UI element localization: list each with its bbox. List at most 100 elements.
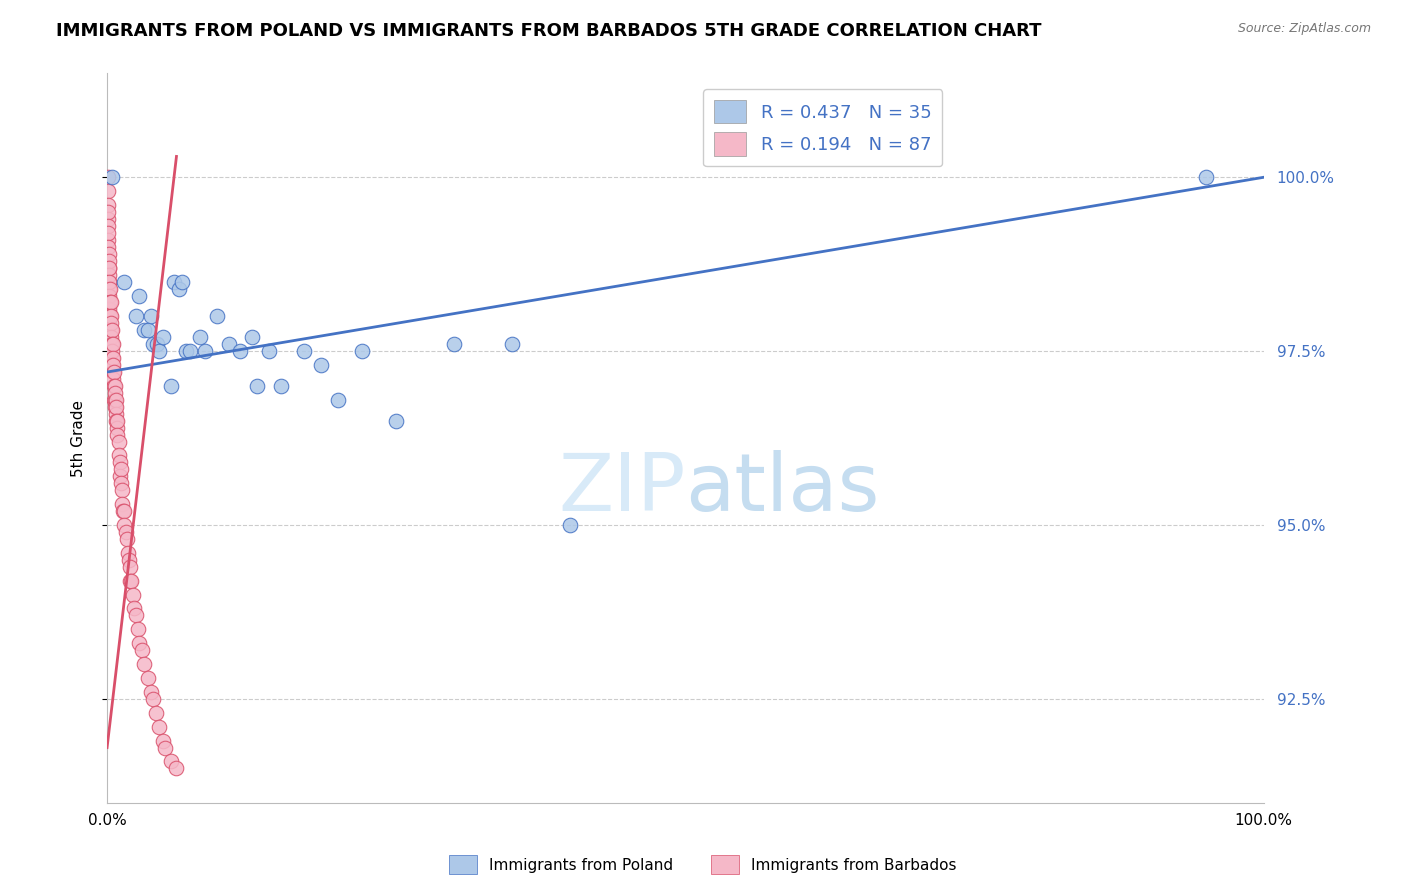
Point: [107, 414, 129, 428]
Point: [443, 337, 465, 351]
Point: [128, 636, 150, 650]
Point: [174, 344, 197, 359]
Text: IMMIGRANTS FROM POLAND VS IMMIGRANTS FROM BARBADOS 5TH GRADE CORRELATION CHART: IMMIGRANTS FROM POLAND VS IMMIGRANTS FRO…: [56, 22, 1042, 40]
Point: [292, 344, 315, 359]
Point: [98, 260, 121, 275]
Point: [104, 400, 127, 414]
Point: [1195, 170, 1218, 185]
Point: [98, 253, 121, 268]
Point: [100, 351, 122, 365]
Point: [107, 449, 129, 463]
Point: [100, 323, 122, 337]
Point: [136, 671, 159, 685]
Point: [131, 643, 153, 657]
Point: [98, 295, 121, 310]
Point: [100, 310, 122, 324]
Point: [101, 344, 124, 359]
Point: [117, 546, 139, 560]
Point: [246, 379, 269, 393]
Point: [98, 282, 121, 296]
Point: [120, 574, 142, 588]
Point: [501, 337, 523, 351]
Point: [98, 288, 121, 302]
Point: [152, 330, 174, 344]
Point: [107, 427, 129, 442]
Point: [111, 497, 134, 511]
Point: [128, 288, 150, 302]
Point: [97, 212, 120, 227]
Point: [108, 469, 131, 483]
Point: [136, 323, 159, 337]
Point: [188, 330, 211, 344]
Text: Source: ZipAtlas.com: Source: ZipAtlas.com: [1237, 22, 1371, 36]
Point: [98, 268, 121, 282]
Point: [152, 733, 174, 747]
Point: [110, 476, 132, 491]
Point: [97, 219, 120, 233]
Point: [142, 692, 165, 706]
Point: [112, 275, 135, 289]
Point: [122, 601, 145, 615]
Y-axis label: 5th Grade: 5th Grade: [72, 400, 86, 476]
Point: [159, 755, 181, 769]
Point: [104, 392, 127, 407]
Point: [97, 198, 120, 212]
Point: [163, 275, 186, 289]
Point: [100, 323, 122, 337]
Point: [159, 379, 181, 393]
Point: [97, 184, 120, 198]
Point: [558, 518, 581, 533]
Point: [97, 240, 120, 254]
Point: [112, 518, 135, 533]
Point: [97, 170, 120, 185]
Point: [97, 275, 120, 289]
Point: [101, 358, 124, 372]
Point: [98, 316, 121, 330]
Point: [105, 400, 128, 414]
Point: [103, 365, 125, 379]
Point: [218, 337, 240, 351]
Point: [100, 337, 122, 351]
Point: [98, 275, 121, 289]
Legend: Immigrants from Poland, Immigrants from Barbados: Immigrants from Poland, Immigrants from …: [443, 849, 963, 880]
Point: [97, 247, 120, 261]
Point: [112, 504, 135, 518]
Point: [139, 310, 162, 324]
Point: [100, 170, 122, 185]
Point: [98, 302, 121, 317]
Point: [118, 553, 141, 567]
Point: [105, 420, 128, 434]
Point: [240, 330, 263, 344]
Point: [125, 310, 148, 324]
Text: ZIP: ZIP: [558, 450, 685, 528]
Point: [153, 740, 176, 755]
Point: [103, 392, 125, 407]
Point: [97, 233, 120, 247]
Point: [385, 414, 408, 428]
Point: [98, 282, 121, 296]
Point: [166, 761, 188, 775]
Point: [257, 344, 280, 359]
Point: [112, 504, 135, 518]
Point: [229, 344, 252, 359]
Point: [111, 483, 134, 498]
Point: [148, 344, 170, 359]
Point: [103, 379, 125, 393]
Legend: R = 0.437   N = 35, R = 0.194   N = 87: R = 0.437 N = 35, R = 0.194 N = 87: [703, 89, 942, 167]
Point: [108, 455, 131, 469]
Point: [110, 462, 132, 476]
Point: [115, 532, 138, 546]
Point: [101, 351, 124, 365]
Point: [120, 559, 142, 574]
Point: [205, 310, 228, 324]
Point: [103, 372, 125, 386]
Point: [100, 337, 122, 351]
Point: [172, 275, 194, 289]
Point: [101, 337, 124, 351]
Point: [104, 379, 127, 393]
Point: [148, 720, 170, 734]
Point: [309, 358, 332, 372]
Point: [328, 392, 350, 407]
Point: [101, 365, 124, 379]
Point: [98, 310, 121, 324]
